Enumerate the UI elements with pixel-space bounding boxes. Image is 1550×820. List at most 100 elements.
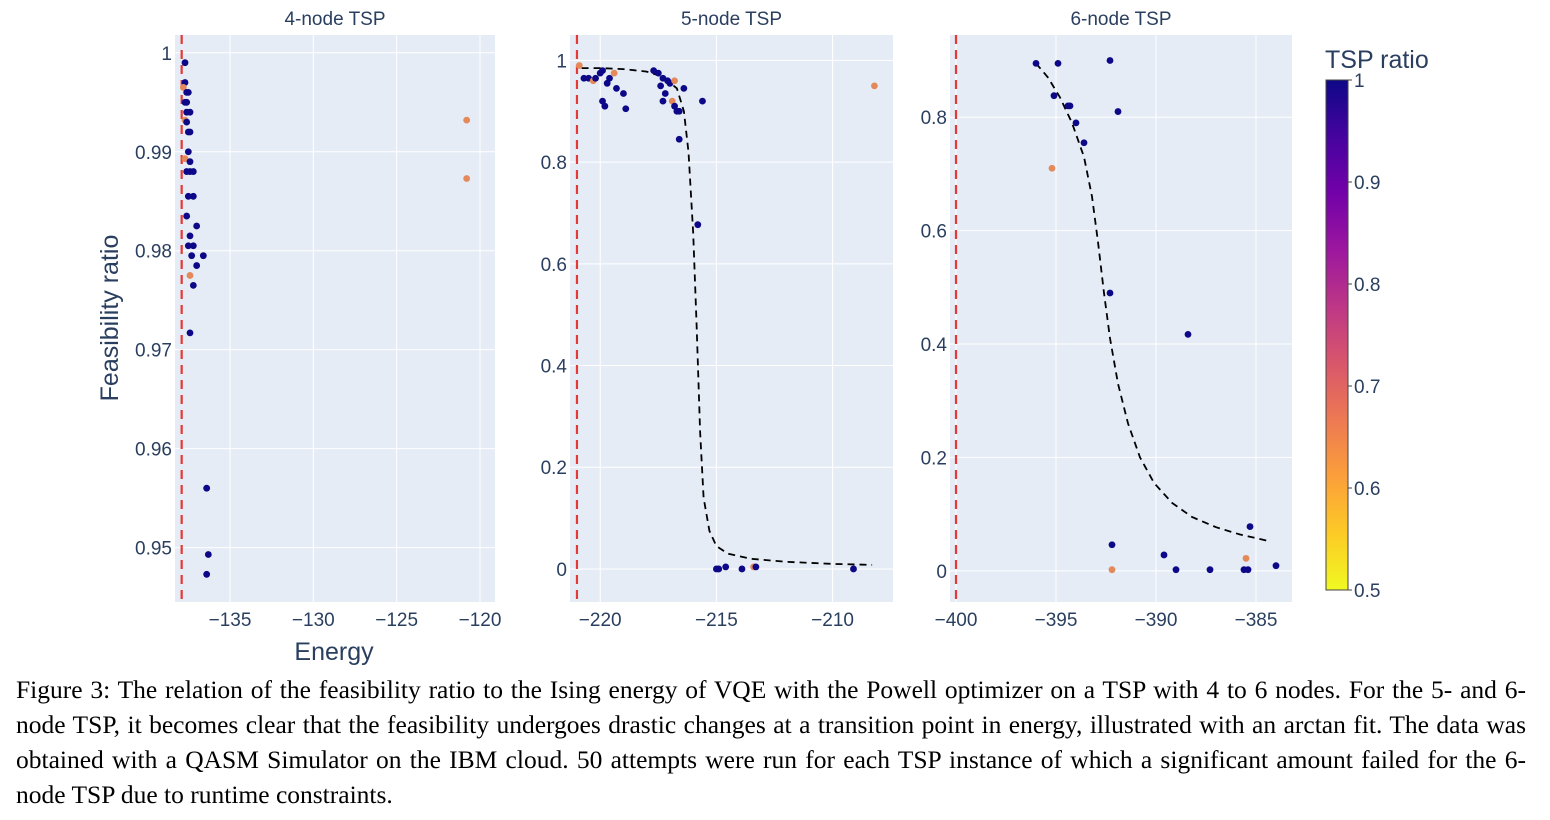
y-tick-label: 0.97	[135, 341, 172, 362]
x-tick-label: −125	[375, 610, 418, 631]
data-point	[186, 108, 194, 116]
data-point	[850, 565, 857, 573]
colorbar-tick-label: 0.6	[1354, 479, 1380, 500]
data-point	[599, 67, 606, 74]
data-point	[659, 97, 667, 105]
data-point	[189, 281, 197, 289]
y-tick-label: 0.96	[135, 440, 172, 461]
data-point	[1054, 59, 1062, 67]
data-point	[657, 82, 665, 90]
x-tick-label: −400	[935, 610, 978, 631]
arctan-fit-line	[1035, 62, 1271, 543]
x-tick-label: −130	[292, 610, 335, 631]
plot-area	[950, 35, 1292, 602]
data-point	[699, 97, 706, 105]
y-tick-label: 0	[556, 560, 567, 581]
data-point	[186, 329, 194, 337]
data-point	[189, 168, 197, 175]
data-point	[715, 565, 723, 573]
data-point	[1080, 139, 1088, 147]
y-tick-label: 0.99	[135, 143, 172, 164]
data-point	[184, 242, 192, 250]
data-point	[181, 59, 189, 67]
data-point	[183, 118, 191, 126]
x-tick-label: −220	[579, 610, 622, 631]
y-tick-label: 0.2	[921, 448, 947, 469]
y-tick-label: 0.4	[541, 357, 568, 378]
colorbar-tick-label: 0.5	[1354, 581, 1380, 602]
data-point	[183, 98, 191, 106]
data-point	[186, 128, 194, 136]
data-point	[1050, 92, 1058, 100]
data-point	[671, 102, 678, 110]
x-tick-label: −390	[1135, 610, 1178, 631]
data-point	[654, 69, 662, 77]
data-point	[613, 84, 620, 92]
colorbar-tick-label: 0.8	[1354, 275, 1380, 296]
data-point	[203, 570, 211, 578]
y-tick-label: 0	[936, 562, 947, 583]
data-point	[199, 252, 207, 260]
x-tick-label: −135	[209, 610, 252, 631]
data-point	[580, 74, 588, 82]
data-point	[1032, 59, 1040, 67]
data-point	[1206, 566, 1214, 574]
data-point	[193, 262, 201, 269]
data-point	[606, 74, 613, 82]
data-point	[186, 232, 194, 240]
colorbar: TSP ratio 1 0.9 0.8 0.7 0.6 0.5	[1325, 46, 1429, 602]
data-point	[610, 69, 618, 77]
subplot-panels: −135 −130 −125 −120 0.95 0.96 0.97 0.98 0.99 1 4-n…	[135, 9, 1292, 631]
data-point	[463, 175, 471, 182]
data-point	[871, 82, 878, 90]
data-point	[184, 192, 192, 200]
data-point	[463, 116, 471, 124]
arctan-fit-line	[581, 67, 873, 566]
y-tick-label: 0.4	[921, 335, 948, 356]
y-tick-label: 0.2	[541, 458, 567, 479]
y-tick-label: 0.8	[541, 153, 567, 174]
data-point	[673, 107, 681, 115]
y-tick-label: 0.95	[135, 539, 172, 560]
y-tick-label: 1	[161, 44, 172, 65]
data-point	[189, 192, 197, 200]
data-point	[661, 90, 669, 97]
data-point	[694, 221, 702, 229]
data-point	[722, 563, 730, 571]
data-point	[181, 155, 189, 163]
data-point	[680, 84, 688, 92]
data-point	[1184, 330, 1192, 338]
data-point	[575, 62, 583, 69]
data-point	[752, 563, 760, 571]
data-point	[204, 551, 212, 558]
y-tick-label: 0.8	[921, 108, 947, 129]
subplot-title: 4-node TSP	[284, 9, 385, 30]
data-point	[599, 97, 606, 105]
colorbar-bar	[1325, 79, 1349, 591]
data-point	[601, 102, 609, 110]
x-tick-label: −385	[1235, 610, 1278, 631]
data-point	[1108, 566, 1116, 574]
data-point	[603, 79, 611, 87]
x-axis-title: Energy	[294, 638, 374, 665]
data-point	[1106, 57, 1114, 64]
data-point	[592, 74, 599, 82]
data-point	[1066, 102, 1074, 110]
data-point	[183, 212, 191, 220]
figure-caption: Figure 3: The relation of the feasibilit…	[16, 675, 1526, 809]
data-point	[1160, 551, 1168, 559]
data-point	[1242, 554, 1250, 562]
data-point	[1272, 562, 1280, 570]
subplot-5-node: −220 −215 −210 0 0.2 0.4 0.6 0.8 1 5-node TSP	[541, 9, 893, 631]
plot-area	[175, 35, 495, 602]
colorbar-ticks: 1 0.9 0.8 0.7 0.6 0.5	[1348, 71, 1380, 602]
colorbar-tick-label: 0.9	[1354, 173, 1380, 194]
y-tick-label: 0.6	[541, 255, 567, 276]
y-tick-label: 1	[556, 51, 567, 72]
colorbar-tick-label: 1	[1354, 71, 1365, 92]
data-point	[1108, 541, 1116, 549]
x-tick-label: −120	[459, 610, 502, 631]
data-point	[203, 484, 211, 492]
x-tick-label: −395	[1035, 610, 1078, 631]
data-point	[1072, 119, 1080, 127]
